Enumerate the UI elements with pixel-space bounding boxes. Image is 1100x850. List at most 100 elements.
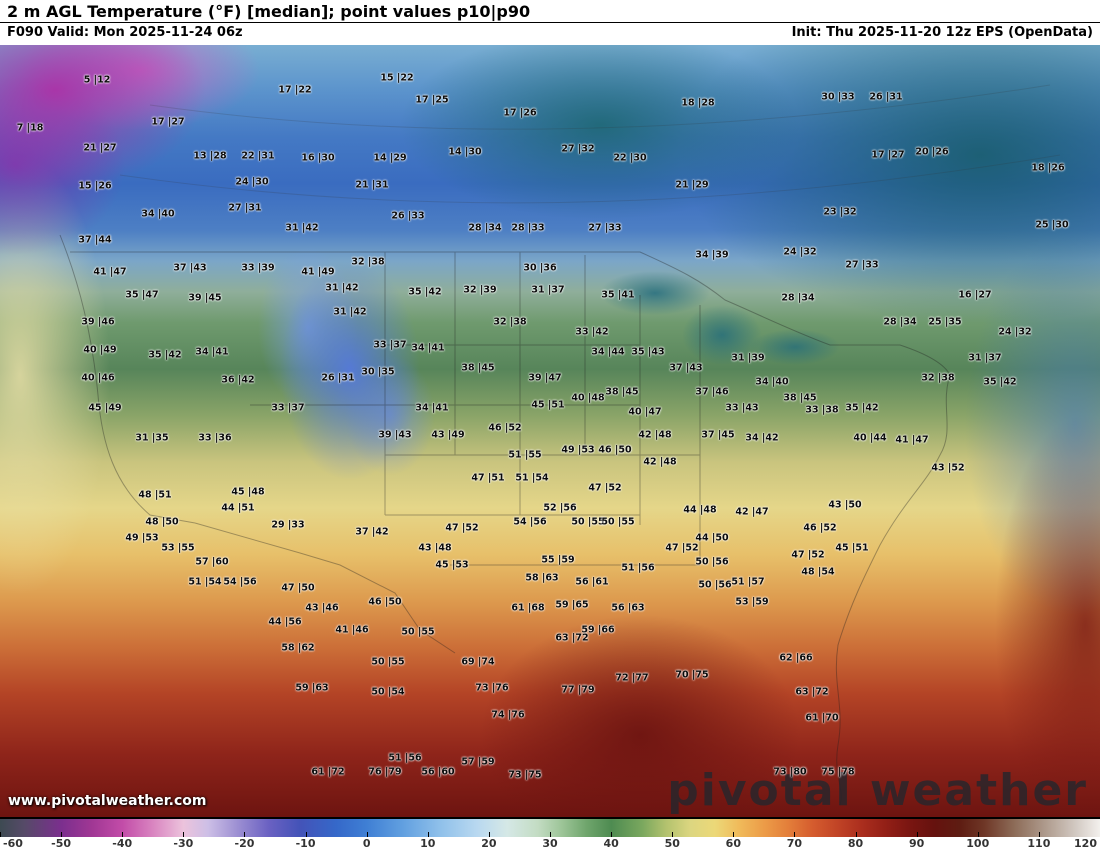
point-value: 17 |26 [503, 107, 537, 119]
header-subrow: F090 Valid: Mon 2025-11-24 06z Init: Thu… [0, 23, 1100, 42]
point-value: 26 |31 [869, 91, 903, 103]
point-value: 47 |52 [665, 542, 699, 554]
point-value: 50 |55 [571, 516, 605, 528]
colorbar-tickmark [794, 832, 796, 837]
point-value: 58 |62 [281, 642, 315, 654]
point-value: 48 |54 [801, 566, 835, 578]
point-value: 28 |34 [468, 222, 502, 234]
point-value: 39 |45 [188, 292, 222, 304]
point-value: 50 |55 [601, 516, 635, 528]
point-value: 29 |33 [271, 519, 305, 531]
point-value: 15 |22 [380, 72, 414, 84]
point-value: 54 |56 [513, 516, 547, 528]
colorbar-tickmark [61, 832, 63, 837]
point-value: 31 |37 [531, 284, 565, 296]
point-value: 35 |47 [125, 289, 159, 301]
point-value: 16 |30 [301, 152, 335, 164]
colorbar-tickmark [427, 832, 429, 837]
point-value: 57 |60 [195, 556, 229, 568]
point-value: 28 |34 [883, 316, 917, 328]
point-value: 35 |42 [845, 402, 879, 414]
colorbar-tick-label: 10 [420, 837, 436, 850]
point-value: 43 |50 [828, 499, 862, 511]
point-value: 31 |37 [968, 352, 1002, 364]
point-value: 41 |47 [93, 266, 127, 278]
point-value: 59 |63 [295, 682, 329, 694]
colorbar-ticks: -60 -50 -40 -30 -20 -10 0 10 20 30 40 50 60 70 80 90 100… [0, 837, 1100, 850]
point-value: 35 |43 [631, 346, 665, 358]
point-value: 34 |39 [695, 249, 729, 261]
point-value: 35 |42 [408, 286, 442, 298]
point-value: 35 |42 [148, 349, 182, 361]
point-value: 56 |61 [575, 576, 609, 588]
point-value: 14 |29 [373, 152, 407, 164]
point-value: 53 |55 [161, 542, 195, 554]
point-value: 26 |31 [321, 372, 355, 384]
point-value: 17 |27 [151, 116, 185, 128]
point-value: 47 |52 [791, 549, 825, 561]
point-value: 35 |42 [983, 376, 1017, 388]
point-value: 40 |44 [853, 432, 887, 444]
colorbar-tick-label: 90 [909, 837, 925, 850]
point-value: 26 |33 [391, 210, 425, 222]
point-value: 46 |50 [368, 596, 402, 608]
point-value: 45 |51 [531, 399, 565, 411]
point-value: 51 |54 [188, 576, 222, 588]
point-value: 40 |48 [571, 392, 605, 404]
point-value: 63 |72 [555, 632, 589, 644]
point-value: 34 |44 [591, 346, 625, 358]
point-value: 50 |54 [371, 686, 405, 698]
colorbar-tickmark [244, 832, 246, 837]
point-value: 18 |28 [681, 97, 715, 109]
point-value: 54 |56 [223, 576, 257, 588]
point-value: 73 |76 [475, 682, 509, 694]
init-time-label: Init: Thu 2025-11-20 12z EPS (OpenData) [791, 25, 1093, 40]
point-value: 33 |37 [373, 339, 407, 351]
point-value: 38 |45 [783, 392, 817, 404]
point-value: 40 |47 [628, 406, 662, 418]
point-value: 17 |27 [871, 149, 905, 161]
point-value: 69 |74 [461, 656, 495, 668]
colorbar-tick-label: 60 [725, 837, 741, 850]
point-value: 39 |46 [81, 316, 115, 328]
point-value: 28 |34 [781, 292, 815, 304]
point-value: 77 |79 [561, 684, 595, 696]
point-value: 30 |35 [361, 366, 395, 378]
colorbar-tickmark [1038, 832, 1040, 837]
colorbar-tick-label: -10 [295, 837, 316, 850]
point-value: 70 |75 [675, 669, 709, 681]
point-value: 47 |52 [588, 482, 622, 494]
point-value: 34 |41 [415, 402, 449, 414]
colorbar-tick-label: 70 [786, 837, 803, 850]
point-value: 52 |56 [543, 502, 577, 514]
point-value: 51 |56 [621, 562, 655, 574]
colorbar-tick-label: -50 [51, 837, 72, 850]
point-value: 56 |60 [421, 766, 455, 778]
point-value: 31 |35 [135, 432, 169, 444]
point-value: 24 |32 [998, 326, 1032, 338]
colorbar-tick-label: 110 [1027, 837, 1051, 850]
point-value: 75 |78 [821, 766, 855, 778]
point-value: 61 |68 [511, 602, 545, 614]
point-value: 21 |29 [675, 179, 709, 191]
point-value: 32 |38 [493, 316, 527, 328]
colorbar-tick-label: 50 [664, 837, 680, 850]
point-value: 24 |32 [783, 246, 817, 258]
point-value: 24 |30 [235, 176, 269, 188]
map-area: www.pivotalweather.com pivotal weather 5… [0, 45, 1100, 818]
point-value: 43 |46 [305, 602, 339, 614]
colorbar-tickmark [977, 832, 979, 837]
point-value: 32 |38 [351, 256, 385, 268]
colorbar-tick-label: 120 [1074, 837, 1097, 850]
colorbar-tickmark [305, 832, 307, 837]
point-value: 76 |79 [368, 766, 402, 778]
point-value: 32 |38 [921, 372, 955, 384]
point-value: 50 |56 [695, 556, 729, 568]
point-value: 45 |49 [88, 402, 122, 414]
point-value: 72 |77 [615, 672, 649, 684]
point-value: 58 |63 [525, 572, 559, 584]
point-value: 40 |46 [81, 372, 115, 384]
point-value: 41 |47 [895, 434, 929, 446]
colorbar-tickmark [366, 832, 368, 837]
colorbar-tick-label: 80 [847, 837, 864, 850]
